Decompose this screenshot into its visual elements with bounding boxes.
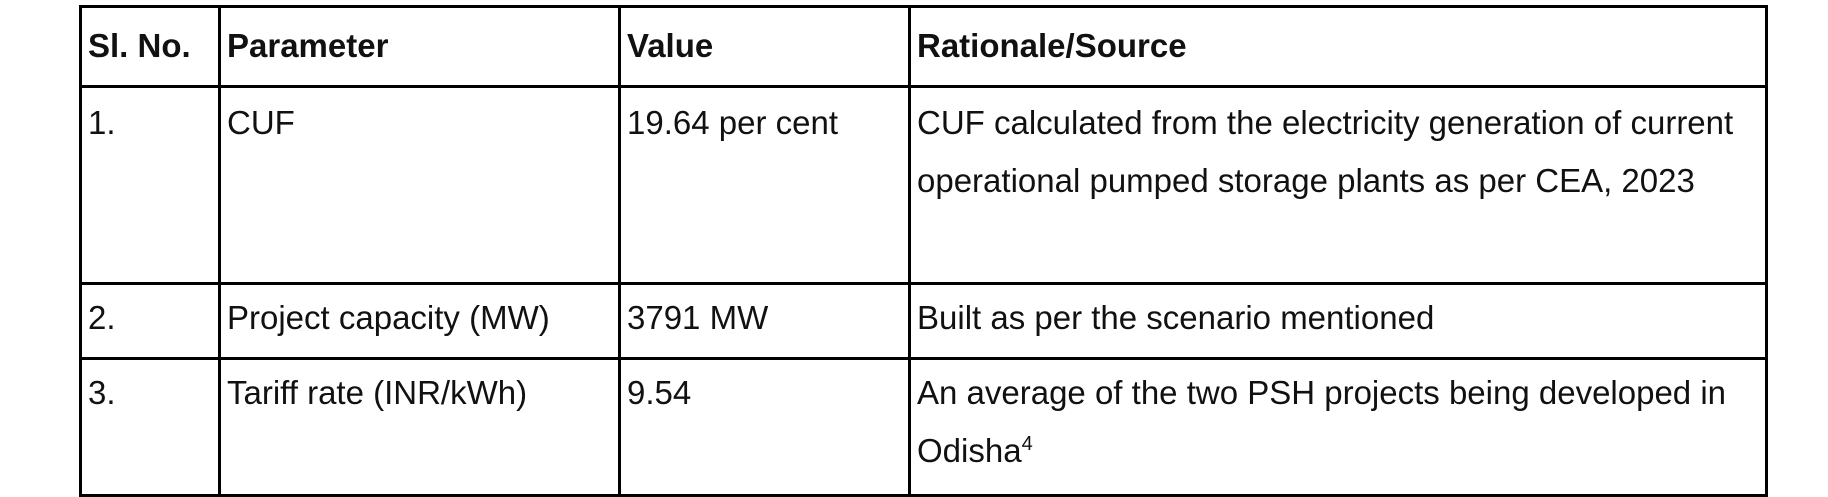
table-row: 2. Project capacity (MW) 3791 MW Built a… (79, 282, 1768, 360)
cell-parameter: Project capacity (MW) (218, 282, 621, 360)
cell-value: 19.64 per cent (618, 85, 911, 285)
cell-value: 3791 MW (618, 282, 911, 360)
cell-value: 9.54 (618, 357, 911, 497)
header-parameter: Parameter (218, 5, 621, 88)
header-rationale: Rationale/Source (908, 5, 1768, 88)
cell-sl-no: 1. (79, 85, 221, 285)
cell-parameter: CUF (218, 85, 621, 285)
header-value: Value (618, 5, 911, 88)
table-row: 1. CUF 19.64 per cent CUF calculated fro… (79, 85, 1768, 285)
header-row: Sl. No. Parameter Value Rationale/Source (79, 5, 1768, 88)
parameters-table: Sl. No. Parameter Value Rationale/Source… (79, 5, 1768, 497)
cell-sl-no: 3. (79, 357, 221, 497)
cell-rationale: An average of the two PSH projects being… (908, 357, 1768, 497)
rationale-text: An average of the two PSH projects being… (917, 374, 1727, 469)
cell-rationale: CUF calculated from the electricity gene… (908, 85, 1768, 285)
footnote-marker[interactable]: 4 (1021, 433, 1033, 455)
cell-parameter: Tariff rate (INR/kWh) (218, 357, 621, 497)
cell-sl-no: 2. (79, 282, 221, 360)
table-row: 3. Tariff rate (INR/kWh) 9.54 An average… (79, 357, 1768, 497)
cell-rationale: Built as per the scenario mentioned (908, 282, 1768, 360)
header-sl-no: Sl. No. (79, 5, 221, 88)
